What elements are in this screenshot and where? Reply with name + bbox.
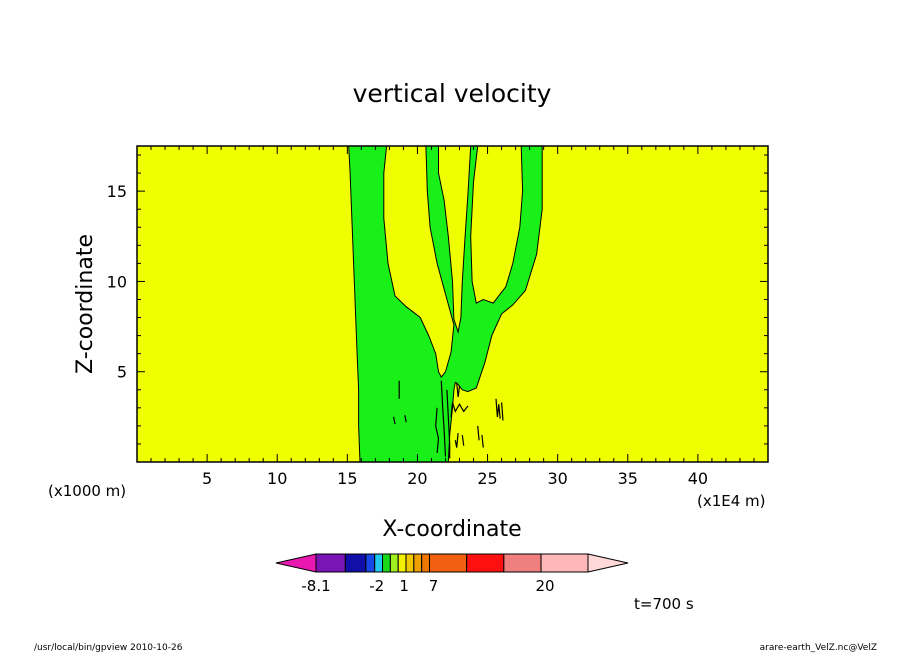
- time-label: t=700 s: [634, 595, 694, 613]
- chart-title: vertical velocity: [353, 79, 552, 108]
- y-unit-label: (x1000 m): [48, 482, 126, 500]
- colorbar-segment: [405, 553, 415, 573]
- x-tick-label: 40: [688, 469, 708, 488]
- colorbar-label: -8.1: [301, 577, 330, 595]
- colorbar-arrow-low: [275, 553, 317, 573]
- y-axis-label: Z-coordinate: [73, 234, 98, 374]
- colorbar-segment: [503, 553, 542, 573]
- x-tick-label: 10: [267, 469, 287, 488]
- colorbar-label: 7: [429, 577, 439, 595]
- x-tick-label: 5: [202, 469, 212, 488]
- colorbar-segment: [374, 553, 384, 573]
- y-tick-label: 10: [107, 272, 127, 291]
- x-tick-label: 35: [618, 469, 638, 488]
- x-tick-label: 20: [407, 469, 427, 488]
- contour-line: [495, 398, 501, 419]
- y-tick-label: 15: [107, 182, 127, 201]
- x-tick-label: 15: [337, 469, 357, 488]
- colorbar-segment: [315, 553, 346, 573]
- x-axis-label: X-coordinate: [382, 517, 521, 542]
- colorbar-segment: [389, 553, 399, 573]
- y-tick-label: 5: [117, 363, 127, 382]
- contour-line: [454, 433, 459, 448]
- colorbar-segment: [466, 553, 505, 573]
- colorbar-segment: [344, 553, 367, 573]
- colorbar-label: 1: [399, 577, 409, 595]
- contour-line: [404, 414, 407, 423]
- colorbar-segment: [397, 553, 407, 573]
- contour-line: [456, 382, 461, 398]
- colorbar-label: -2: [369, 577, 384, 595]
- x-tick-label: 30: [547, 469, 567, 488]
- x-unit-label: (x1E4 m): [697, 492, 766, 510]
- contour-line: [461, 434, 465, 446]
- contour-line: [393, 416, 396, 425]
- footer-left: /usr/local/bin/gpview 2010-10-26: [34, 643, 183, 653]
- colorbar-segment: [413, 553, 423, 573]
- plot-frame: [136, 145, 769, 463]
- colorbar-segment: [428, 553, 468, 573]
- colorbar-segment: [540, 553, 589, 573]
- colorbar-segment: [382, 553, 391, 573]
- colorbar-label: 20: [535, 577, 554, 595]
- colorbar-segment: [365, 553, 376, 573]
- footer-right: arare-earth_VelZ.nc@VelZ: [760, 643, 877, 653]
- contour-line: [481, 434, 484, 448]
- colorbar: -8.1 -2 1 7 20: [275, 553, 629, 595]
- contour-line: [446, 389, 451, 459]
- contour-line: [450, 402, 469, 417]
- contour-line: [440, 380, 447, 457]
- contour-line: [477, 425, 480, 441]
- colorbar-segment: [421, 553, 430, 573]
- x-tick-label: 25: [477, 469, 497, 488]
- contour-line: [435, 407, 440, 454]
- colorbar-arrow-high: [587, 553, 629, 573]
- contour-line: [501, 402, 504, 421]
- plot-area: 5 10 15 20 25 30 35 40 5 10 15: [107, 145, 769, 488]
- field-layer: [348, 146, 543, 462]
